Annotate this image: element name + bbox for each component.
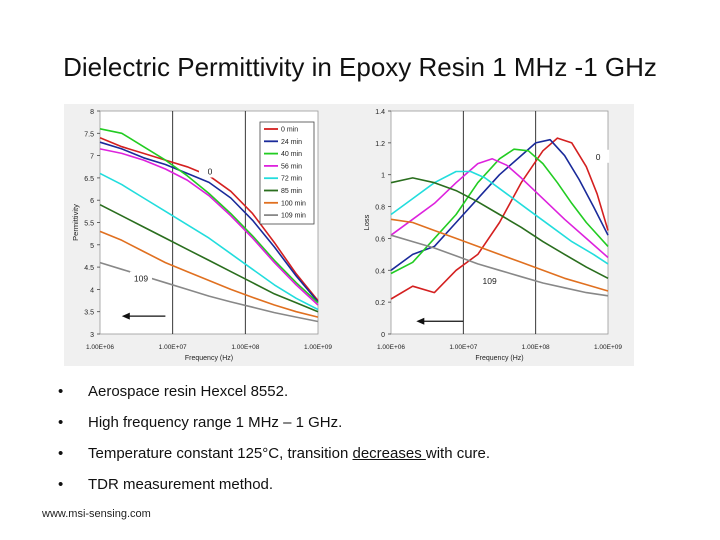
series-line bbox=[99, 230, 319, 318]
series-line bbox=[390, 148, 609, 275]
bullet-list: • Aerospace resin Hexcel 8552. • High fr… bbox=[56, 376, 696, 500]
y-axis-label: Permittivity bbox=[71, 204, 80, 241]
bullet-symbol: • bbox=[58, 445, 64, 462]
legend-box bbox=[259, 121, 315, 225]
x-axis-label: Frequency (Hz) bbox=[475, 355, 523, 362]
y-tick-label: 1 bbox=[381, 173, 385, 180]
bullet-text: Aerospace resin Hexcel 8552. bbox=[88, 383, 289, 400]
x-tick-label: 1.00E+07 bbox=[159, 344, 187, 351]
y-tick-label: 0 bbox=[381, 332, 385, 339]
series-line bbox=[390, 157, 609, 259]
bullet-item: • High frequency range 1 MHz – 1 GHz. bbox=[56, 407, 696, 438]
x-tick-label: 1.00E+08 bbox=[231, 344, 259, 351]
y-tick-label: 4 bbox=[90, 287, 94, 294]
series-line bbox=[390, 170, 609, 265]
slide-title: Dielectric Permittivity in Epoxy Resin 1… bbox=[63, 52, 657, 82]
legend-label: 0 min bbox=[281, 127, 298, 134]
bullet-symbol: • bbox=[58, 414, 64, 431]
x-tick-label: 1.00E+08 bbox=[522, 344, 550, 351]
series-line bbox=[99, 141, 319, 303]
y-axis-label: Loss bbox=[362, 214, 371, 230]
y-tick-label: 3.5 bbox=[84, 310, 94, 317]
annotation-label-box bbox=[478, 274, 501, 288]
y-tick-label: 5.5 bbox=[84, 221, 94, 228]
x-axis-label: Frequency (Hz) bbox=[185, 355, 233, 362]
y-tick-label: 6 bbox=[90, 198, 94, 205]
x-tick-label: 1.00E+09 bbox=[594, 344, 622, 351]
annotation-label: 0 bbox=[208, 166, 213, 176]
bullet-text-pre: Temperature constant 125°C, transition bbox=[88, 445, 353, 462]
annotation-label: 109 bbox=[483, 276, 497, 286]
legend-label: 100 min bbox=[281, 200, 306, 207]
series-line bbox=[390, 234, 609, 297]
series-line bbox=[99, 172, 319, 311]
bullet-item: • Temperature constant 125°C, transition… bbox=[56, 438, 696, 469]
annotation-label: 0 bbox=[596, 152, 601, 162]
y-tick-label: 7.5 bbox=[84, 131, 94, 138]
y-tick-label: 6.5 bbox=[84, 176, 94, 183]
y-tick-label: 0.4 bbox=[375, 268, 385, 275]
bullet-symbol: • bbox=[58, 476, 64, 493]
annotation-label-box bbox=[199, 164, 221, 178]
y-tick-label: 1.2 bbox=[375, 141, 385, 148]
bullet-item: • Aerospace resin Hexcel 8552. bbox=[56, 376, 696, 407]
legend-label: 40 min bbox=[281, 151, 302, 158]
y-tick-label: 8 bbox=[90, 109, 94, 116]
bullet-text: TDR measurement method. bbox=[88, 476, 274, 493]
series-line bbox=[390, 177, 609, 280]
y-tick-label: 0.6 bbox=[375, 236, 385, 243]
legend-label: 109 min bbox=[281, 213, 306, 220]
legend-label: 85 min bbox=[281, 188, 302, 195]
annotation-arrow-head bbox=[121, 312, 130, 320]
x-tick-label: 1.00E+06 bbox=[377, 344, 405, 351]
legend-label: 72 min bbox=[281, 176, 302, 183]
chart-figure: 3 3.5 4 4.5 5 5.5 6 6.5 7 7.5 8 1.00E+06 1.00E+07 1.0… bbox=[64, 104, 634, 366]
bullet-text: High frequency range 1 MHz – 1 GHz. bbox=[88, 414, 343, 431]
x-tick-label: 1.00E+09 bbox=[304, 344, 332, 351]
footer-url: www.msi-sensing.com bbox=[42, 508, 151, 520]
x-tick-label: 1.00E+06 bbox=[86, 344, 114, 351]
x-tick-label: 1.00E+07 bbox=[449, 344, 477, 351]
series-line bbox=[390, 137, 609, 300]
chart-canvas: 3 3.5 4 4.5 5 5.5 6 6.5 7 7.5 8 1.00E+06 1.00E+07 1.0… bbox=[71, 109, 622, 362]
y-tick-label: 4.5 bbox=[84, 265, 94, 272]
bullet-text-post: with cure. bbox=[425, 445, 491, 462]
y-tick-label: 0.2 bbox=[375, 300, 385, 307]
series-line bbox=[99, 128, 319, 304]
y-tick-label: 1.4 bbox=[375, 109, 385, 116]
y-tick-label: 5 bbox=[90, 243, 94, 250]
y-tick-label: 7 bbox=[90, 154, 94, 161]
series-line bbox=[99, 203, 319, 313]
y-tick-label: 3 bbox=[90, 332, 94, 339]
legend-label: 56 min bbox=[281, 163, 302, 170]
series-line bbox=[390, 138, 609, 271]
annotation-arrow-head bbox=[416, 317, 425, 325]
series-line bbox=[390, 218, 609, 292]
annotation-label: 109 bbox=[134, 273, 148, 283]
legend-label: 24 min bbox=[281, 139, 302, 146]
annotation-label-box bbox=[129, 271, 152, 285]
annotation-label-box bbox=[587, 149, 610, 163]
bullet-item: • TDR measurement method. bbox=[56, 469, 696, 500]
y-tick-label: 0.8 bbox=[375, 205, 385, 212]
bullet-text-underlined: decreases bbox=[352, 445, 426, 462]
series-line bbox=[99, 148, 319, 306]
bullet-text: Temperature constant 125°C, transition d… bbox=[88, 438, 490, 469]
bullet-symbol: • bbox=[58, 383, 64, 400]
